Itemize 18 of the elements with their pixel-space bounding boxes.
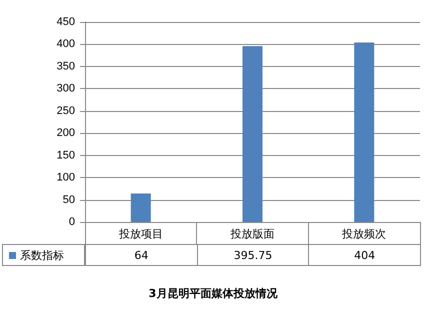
y-tick-label: 300 (56, 82, 75, 95)
y-tick-label: 250 (56, 104, 75, 117)
y-tick-label: 200 (56, 127, 75, 140)
y-tick-label: 150 (56, 149, 75, 162)
text: 3月昆明平面媒体投放情况 (148, 286, 278, 301)
x-tick-label: 投放项目 (118, 228, 163, 240)
y-tick-label: 0 (68, 216, 75, 228)
legend-label: 系数指标 (2, 244, 85, 266)
y-tick-label: 450 (56, 16, 75, 28)
y-tick-label: 50 (62, 194, 75, 206)
data-label: 404 (308, 244, 421, 266)
x-tick-label: 投放版面 (230, 228, 274, 240)
y-tick-label: 400 (56, 38, 75, 50)
y-tick-label: 350 (56, 60, 75, 72)
x-tick-label: 投放频次 (341, 228, 386, 240)
data-label: 395.75 (196, 244, 310, 266)
y-tick-label: 100 (56, 172, 75, 184)
data-label: 64 (85, 244, 198, 266)
